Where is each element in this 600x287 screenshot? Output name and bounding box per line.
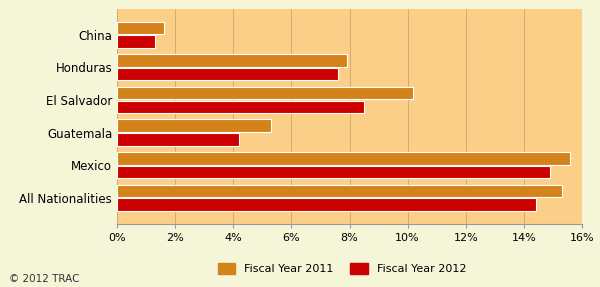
Legend: Fiscal Year 2011, Fiscal Year 2012: Fiscal Year 2011, Fiscal Year 2012 (213, 259, 471, 279)
Bar (117, 35, 155, 48)
Bar (117, 152, 571, 164)
Text: © 2012 TRAC: © 2012 TRAC (9, 274, 79, 284)
Bar (117, 22, 163, 34)
Bar (117, 100, 364, 113)
Bar (117, 133, 239, 146)
Bar (117, 198, 536, 211)
Bar (117, 119, 271, 132)
Bar (117, 54, 347, 67)
Bar (117, 185, 562, 197)
Bar (117, 68, 338, 80)
Bar (117, 166, 550, 178)
Bar (117, 87, 413, 99)
